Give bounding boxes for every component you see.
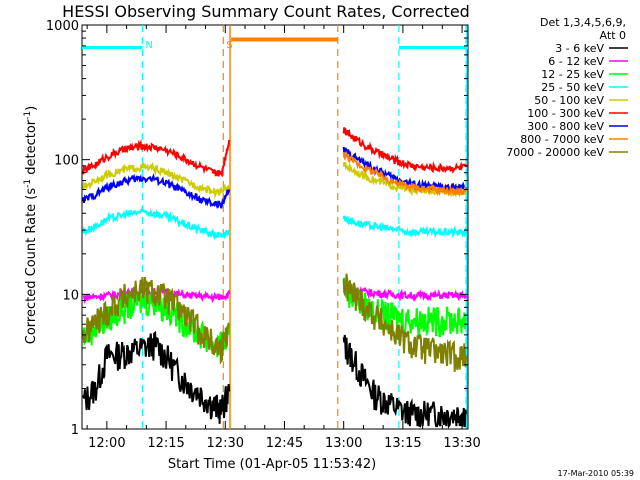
legend-header-line-2: Att 0 [600, 29, 626, 42]
y-tick-label: 1000 [46, 19, 79, 34]
plot-frame [81, 24, 469, 430]
legend-entry-label: 7000 - 20000 keV [506, 146, 604, 159]
legend-header-line-1: Det 1,3,4,5,6,9, [540, 16, 626, 29]
series-line [342, 127, 467, 175]
series-line [342, 215, 467, 239]
chart-title: HESSI Observing Summary Count Rates, Cor… [62, 2, 470, 21]
y-axis-label: Corrected Count Rate (s-1 detector-1) [23, 106, 39, 344]
marker-label: N [145, 40, 152, 51]
legend-entry-label: 3 - 6 keV [555, 42, 604, 55]
y-tick-label: 1 [71, 423, 79, 438]
series-line [82, 139, 231, 178]
y-tick-label: 100 [54, 154, 79, 169]
x-tick-label: 13:30 [443, 436, 480, 451]
legend-entry-label: 25 - 50 keV [541, 81, 604, 94]
series-group [82, 127, 467, 429]
y-axis-label-sup-2: -1 [23, 111, 33, 120]
series-line [342, 150, 467, 198]
series-line [342, 146, 467, 194]
series-line [342, 334, 467, 429]
legend-entry-label: 100 - 300 keV [527, 107, 604, 120]
x-tick-label: 12:15 [147, 436, 184, 451]
x-axis-label: Start Time (01-Apr-05 11:53:42) [168, 457, 376, 472]
annotations-group: NS [82, 25, 468, 429]
series-line [82, 276, 230, 365]
legend-entry-label: 12 - 25 keV [541, 68, 604, 81]
footer-timestamp: 17-Mar-2010 05:39 [558, 469, 635, 478]
series-line [82, 330, 231, 424]
legend-entry-label: 800 - 7000 keV [520, 133, 604, 146]
series-line [82, 160, 231, 199]
x-tick-label: 12:00 [88, 436, 125, 451]
legend-entry-label: 300 - 800 keV [527, 120, 604, 133]
y-axis-label-sup-1: -1 [23, 179, 33, 188]
series-line [82, 206, 231, 241]
legend-entry-label: 50 - 100 keV [534, 94, 604, 107]
y-axis-label-part-3: ) [24, 106, 39, 111]
x-tick-label: 13:15 [384, 436, 421, 451]
y-tick-label: 10 [62, 288, 79, 303]
x-tick-label: 12:45 [266, 436, 303, 451]
y-axis-label-part-1: Corrected Count Rate (s [24, 188, 39, 345]
x-tick-label: 13:00 [325, 436, 362, 451]
series-line [82, 173, 231, 210]
y-axis-label-part-2: detector [24, 119, 39, 179]
x-tick-label: 12:30 [207, 436, 244, 451]
series-line [342, 273, 467, 372]
ticks-group: 1 10 100 1000 12:00 12:15 12:30 12:45 13:00 13:15… [46, 19, 481, 451]
plot-area: NS 1 10 100 1000 12:00 12:15 12:30 12:45 13:00 13… [46, 19, 481, 451]
legend-entry-label: 6 - 12 keV [548, 55, 604, 68]
